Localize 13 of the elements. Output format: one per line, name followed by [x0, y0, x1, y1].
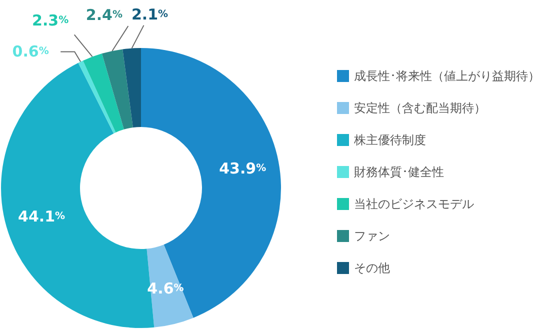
data-label: 0.6% [12, 42, 49, 61]
data-label: 2.1% [131, 5, 168, 24]
legend-label: 財務体質･健全性 [354, 165, 444, 179]
data-label: 2.3% [32, 12, 69, 30]
legend-label: ファン [354, 229, 390, 243]
data-label: 44.1% [18, 208, 66, 226]
legend-label: 当社のビジネスモデル [354, 197, 474, 211]
legend-label: 株主優待制度 [353, 133, 426, 147]
legend-label: 安定性（含む配当期待） [354, 101, 486, 115]
data-label: 43.9% [219, 159, 266, 178]
legend-label: その他 [354, 261, 390, 275]
legend-label: 成長性･将来性（値上がり益期待） [354, 69, 540, 83]
data-label: 2.4% [86, 6, 122, 24]
